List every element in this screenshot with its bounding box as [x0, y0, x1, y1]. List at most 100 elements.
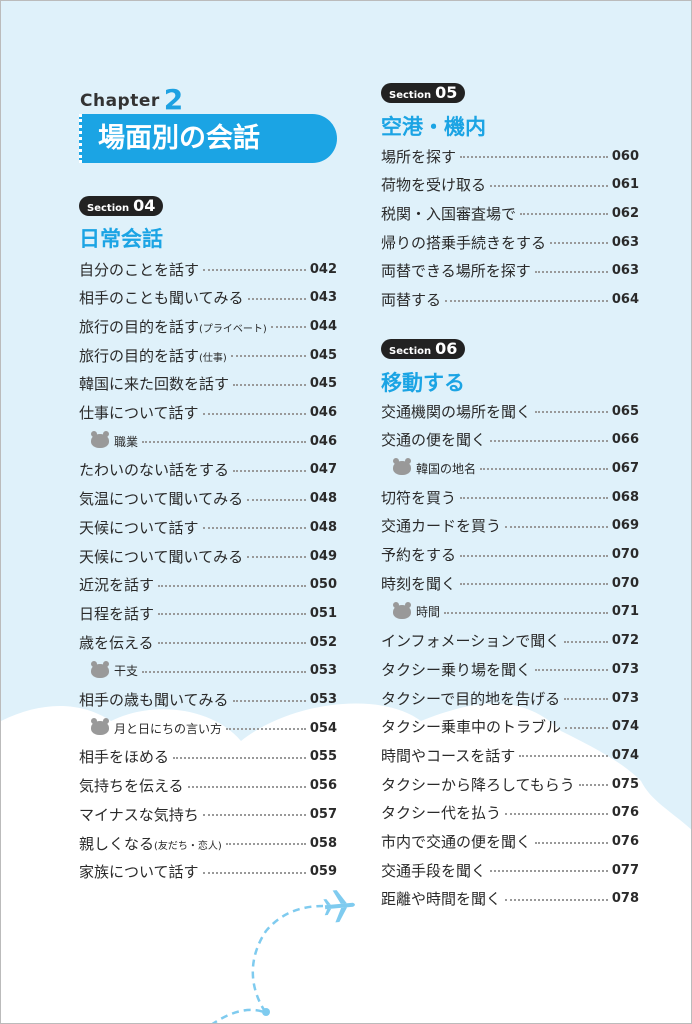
page-number: 074	[611, 747, 639, 763]
toc-entry[interactable]: 距離や時間を聞く 078	[381, 888, 639, 910]
toc-entry[interactable]: 干支 053	[79, 660, 337, 682]
toc-entry[interactable]: 交通機関の場所を聞く 065	[381, 400, 639, 422]
entry-title: 時間やコースを話す	[381, 746, 516, 765]
page-number: 045	[309, 376, 337, 392]
toc-entry[interactable]: 荷物を受け取る 061	[381, 174, 639, 196]
page-number: 072	[611, 633, 639, 649]
toc-entry[interactable]: 旅行の目的を話す(仕事) 045	[79, 344, 337, 366]
section-badge-05: Section 05	[381, 83, 466, 103]
entry-title: インフォメーションで聞く	[381, 632, 561, 651]
toc-entry[interactable]: 時間やコースを話す 074	[381, 744, 639, 766]
page-number: 061	[611, 177, 639, 193]
entry-title: 家族について話す	[79, 863, 199, 882]
toc-entry[interactable]: 両替する 064	[381, 289, 639, 311]
toc-entry[interactable]: 旅行の目的を話す(プライベート) 044	[79, 315, 337, 337]
entry-title: 職業	[114, 434, 139, 449]
page-number: 075	[611, 776, 639, 792]
toc-entry[interactable]: 家族について話す 059	[79, 861, 337, 883]
toc-entry[interactable]: 場所を探す 060	[381, 145, 639, 167]
page-number: 057	[309, 806, 337, 822]
toc-entry[interactable]: 韓国の地名 067	[381, 457, 639, 479]
section-title-06: 移動する	[381, 371, 465, 395]
dot-leader	[505, 898, 608, 901]
page-number: 060	[611, 148, 639, 164]
toc-entry[interactable]: タクシーから降ろしてもらう 075	[381, 773, 639, 795]
toc-entry[interactable]: 気温について聞いてみる 048	[79, 488, 337, 510]
toc-entry[interactable]: インフォメーションで聞く 072	[381, 630, 639, 652]
toc-entry[interactable]: 気持ちを伝える 056	[79, 775, 337, 797]
entry-title: 歳を伝える	[79, 633, 154, 652]
toc-entry[interactable]: 両替できる場所を探す 063	[381, 260, 639, 282]
page-number: 062	[611, 205, 639, 221]
chapter-label: Chapter 2	[80, 83, 184, 116]
page-number: 063	[611, 263, 639, 279]
toc-entry[interactable]: 天候について聞いてみる 049	[79, 545, 337, 567]
toc-entry[interactable]: 仕事について話す 046	[79, 402, 337, 424]
dot-leader	[564, 698, 608, 700]
dot-leader	[233, 469, 306, 472]
toc-entry[interactable]: タクシー乗車中のトラブル 074	[381, 716, 639, 738]
chapter-word: Chapter	[80, 91, 160, 111]
toc-entry[interactable]: タクシー乗り場を聞く 073	[381, 658, 639, 680]
entry-title: 日程を話す	[79, 604, 155, 623]
entry-title: 旅行の目的を話す(仕事)	[79, 346, 227, 365]
toc-entry[interactable]: 帰りの搭乗手続きをする 063	[381, 231, 639, 253]
entry-title: 切符を買う	[381, 488, 457, 507]
dot-leader	[173, 756, 306, 759]
page-number: 055	[309, 749, 337, 765]
toc-entry[interactable]: 歳を伝える 052	[79, 631, 337, 653]
toc-entry[interactable]: たわいのない話をする 047	[79, 459, 337, 481]
dot-leader	[460, 583, 608, 586]
toc-entry[interactable]: マイナスな気持ち 057	[79, 803, 337, 825]
toc-entry[interactable]: 天候について話す 048	[79, 516, 337, 538]
bear-icon	[393, 601, 411, 619]
dot-leader	[187, 785, 306, 788]
page-number: 042	[309, 261, 337, 277]
entry-title: 税関・入国審査場で	[381, 204, 517, 223]
dot-leader	[247, 498, 306, 501]
toc-entry[interactable]: 日程を話す 051	[79, 602, 337, 624]
toc-entry[interactable]: 時刻を聞く 070	[381, 572, 639, 594]
dot-leader	[202, 412, 306, 415]
dot-leader	[460, 497, 608, 500]
toc-entry[interactable]: 切符を買う 068	[381, 486, 639, 508]
toc-entry[interactable]: 相手の歳も聞いてみる 053	[79, 689, 337, 711]
page-number: 078	[611, 891, 639, 907]
entry-note: (プライベート)	[199, 323, 267, 335]
page-number: 046	[309, 433, 337, 449]
toc-entry[interactable]: 予約をする 070	[381, 544, 639, 566]
toc-entry[interactable]: 相手のことも聞いてみる 043	[79, 287, 337, 309]
toc-entry[interactable]: 交通カードを買う 069	[381, 515, 639, 537]
page-number: 051	[309, 605, 337, 621]
entry-title: 自分のことを話す	[79, 260, 200, 279]
toc-entry[interactable]: 交通の便を聞く 066	[381, 429, 639, 451]
page-number: 043	[309, 290, 337, 306]
toc-entry[interactable]: タクシー代を払う 076	[381, 802, 639, 824]
toc-entry[interactable]: 交通手段を聞く 077	[381, 859, 639, 881]
toc-entry[interactable]: 自分のことを話す 042	[79, 258, 337, 280]
entry-title: 近況を話す	[79, 576, 155, 595]
chapter-title: 場面別の会話	[79, 114, 337, 163]
dot-leader	[490, 439, 608, 442]
toc-entry[interactable]: 職業 046	[79, 430, 337, 452]
dot-leader	[565, 726, 608, 729]
entry-title: 交通手段を聞く	[381, 861, 487, 880]
toc-entry[interactable]: 税関・入国審査場で 062	[381, 202, 639, 224]
toc-entry[interactable]: 月と日にちの言い方 054	[79, 717, 337, 739]
toc-entry[interactable]: 親しくなる(友だち・恋人) 058	[79, 832, 337, 854]
dot-leader	[158, 584, 306, 587]
page-number: 073	[611, 661, 639, 677]
entry-title: 気温について聞いてみる	[79, 490, 244, 509]
toc-entry[interactable]: 近況を話す 050	[79, 574, 337, 596]
toc-entry[interactable]: 韓国に来た回数を話す 045	[79, 373, 337, 395]
entry-title: 交通の便を聞く	[381, 431, 487, 450]
page-number: 065	[611, 403, 639, 419]
toc-entry[interactable]: 市内で交通の便を聞く 076	[381, 831, 639, 853]
toc-entry[interactable]: 相手をほめる 055	[79, 746, 337, 768]
entry-title: 距離や時間を聞く	[381, 890, 502, 909]
toc-entry[interactable]: タクシーで目的地を告げる 073	[381, 687, 639, 709]
toc-entry[interactable]: 時間 071	[381, 601, 639, 623]
entry-title: 韓国の地名	[416, 461, 477, 476]
